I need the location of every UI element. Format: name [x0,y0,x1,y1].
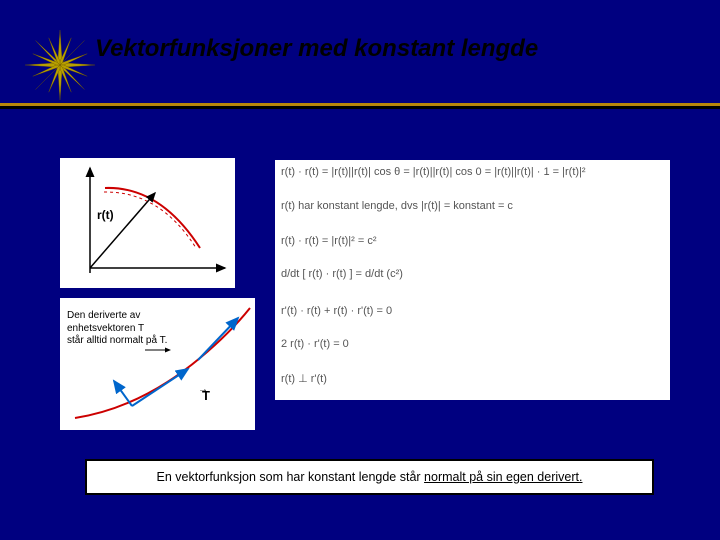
caption-line3: står alltid normalt på T. [67,335,167,346]
eq-line-0: r(t) · r(t) = |r(t)||r(t)| cos θ = |r(t)… [281,166,586,178]
conclusion-underlined: normalt på sin egen derivert. [424,470,582,484]
eq-line-2: r(t) · r(t) = |r(t)|² = c² [281,235,377,247]
conclusion-box: En vektorfunksjon som har konstant lengd… [85,459,654,495]
equations-panel: r(t) · r(t) = |r(t)||r(t)| cos θ = |r(t)… [275,160,670,400]
caption-line1: Den deriverte av [67,310,140,321]
divider-black [0,106,720,109]
eq-line-1: r(t) har konstant lengde, dvs |r(t)| = k… [281,200,513,212]
eq-line-5: 2 r(t) · r'(t) = 0 [281,338,349,350]
conclusion-prefix: En vektorfunksjon som har konstant lengd… [157,470,425,484]
rt-label: r(t) [95,208,116,222]
conclusion-text: En vektorfunksjon som har konstant lengd… [157,470,583,484]
eq-line-4: r'(t) · r(t) + r(t) · r'(t) = 0 [281,305,392,317]
diagram2-caption: Den deriverte av enhetsvektoren T står a… [67,310,167,348]
caption-line2: enhetsvektoren T [67,323,144,334]
starburst-icon [25,30,95,100]
eq-line-3: d/dt [ r(t) · r(t) ] = d/dt (c²) [281,268,403,280]
page-title: Vektorfunksjoner med konstant lengde [95,35,538,63]
diagram-vector-rt [60,158,235,288]
t-label: T [202,388,210,403]
eq-line-6: r(t) ⊥ r'(t) [281,372,327,385]
